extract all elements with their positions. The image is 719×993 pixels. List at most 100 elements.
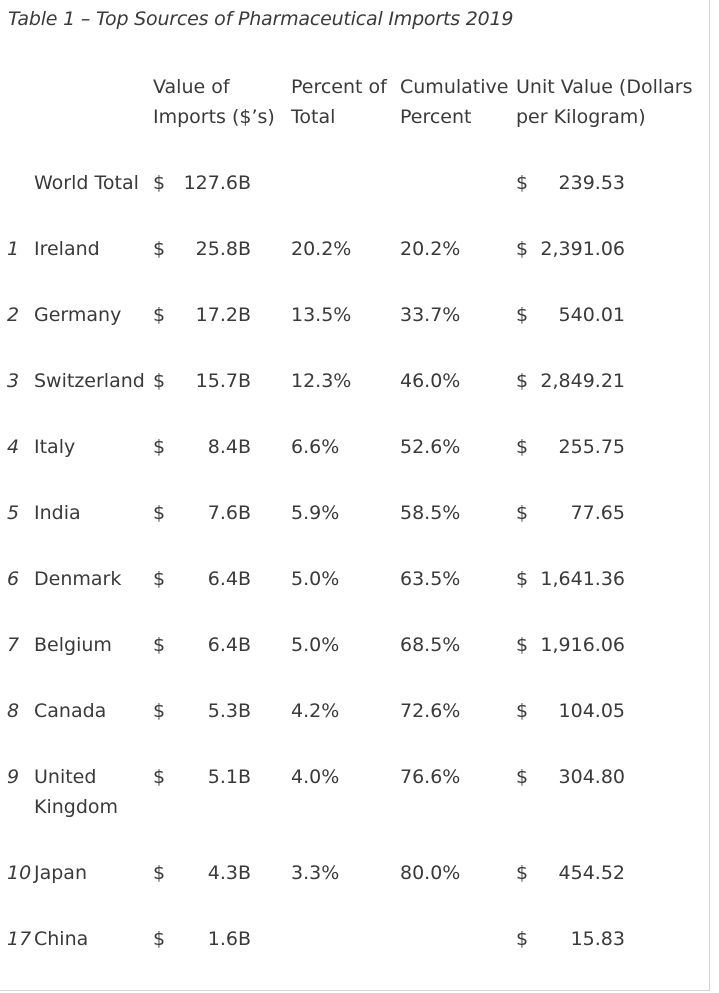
- value-cell: 5.3B: [207, 700, 251, 722]
- header-value-line2: Imports ($’s): [153, 106, 275, 128]
- country-cell: India: [34, 502, 81, 524]
- currency-cell: $: [153, 862, 166, 884]
- unit-currency-cell: $: [516, 172, 529, 194]
- country-cell: Italy: [34, 436, 76, 458]
- rank-cell: 1: [7, 238, 20, 260]
- unit-currency-cell: $: [516, 502, 529, 524]
- table-row: 3 Switzerland $ 15.7B 12.3% 46.0% $ 2,84…: [0, 366, 709, 396]
- country-cell: Denmark: [34, 568, 122, 590]
- table-caption: Table 1 – Top Sources of Pharmaceutical …: [8, 8, 514, 30]
- cumulative-cell: 63.5%: [400, 568, 461, 590]
- value-cell: 6.4B: [207, 634, 251, 656]
- header-percent: Percent of Total: [291, 72, 387, 132]
- currency-cell: $: [153, 436, 166, 458]
- value-cell: 25.8B: [195, 238, 251, 260]
- unit-value-cell: 1,641.36: [540, 568, 625, 590]
- unit-value-cell: 2,849.21: [540, 370, 625, 392]
- unit-value-cell: 255.75: [558, 436, 625, 458]
- unit-value-cell: 304.80: [558, 766, 625, 788]
- cumulative-cell: 46.0%: [400, 370, 461, 392]
- percent-cell: 4.0%: [291, 766, 340, 788]
- cumulative-cell: 52.6%: [400, 436, 461, 458]
- header-unit-value: Unit Value (Dollars per Kilogram): [516, 72, 693, 132]
- unit-currency-cell: $: [516, 304, 529, 326]
- currency-cell: $: [153, 502, 166, 524]
- header-unit-line2: per Kilogram): [516, 106, 646, 128]
- unit-currency-cell: $: [516, 370, 529, 392]
- header-cumulative-line2: Percent: [400, 106, 472, 128]
- value-cell: 5.1B: [207, 766, 251, 788]
- country-cell: Switzerland: [34, 370, 145, 392]
- country-cell: Belgium: [34, 634, 112, 656]
- rank-cell: 6: [7, 568, 20, 590]
- value-cell: 17.2B: [195, 304, 251, 326]
- country-cell: Germany: [34, 304, 122, 326]
- unit-value-cell: 454.52: [558, 862, 625, 884]
- unit-value-cell: 239.53: [558, 172, 625, 194]
- percent-cell: 5.9%: [291, 502, 340, 524]
- rank-cell: 2: [7, 304, 20, 326]
- rank-cell: 8: [7, 700, 20, 722]
- unit-currency-cell: $: [516, 862, 529, 884]
- value-cell: 1.6B: [207, 928, 251, 950]
- cumulative-cell: 20.2%: [400, 238, 461, 260]
- country-cell: Canada: [34, 700, 107, 722]
- table-row: 9 United Kingdom $ 5.1B 4.0% 76.6% $ 304…: [0, 762, 709, 822]
- unit-currency-cell: $: [516, 568, 529, 590]
- unit-currency-cell: $: [516, 700, 529, 722]
- unit-value-cell: 77.65: [570, 502, 625, 524]
- unit-currency-cell: $: [516, 928, 529, 950]
- table-row: World Total $ 127.6B $ 239.53: [0, 168, 709, 198]
- cumulative-cell: 72.6%: [400, 700, 461, 722]
- currency-cell: $: [153, 634, 166, 656]
- country-cell: United: [34, 766, 97, 788]
- rank-cell: 3: [7, 370, 20, 392]
- unit-value-cell: 15.83: [570, 928, 625, 950]
- cumulative-cell: 80.0%: [400, 862, 461, 884]
- country-cell: Japan: [34, 862, 87, 884]
- country-cell: Ireland: [34, 238, 100, 260]
- currency-cell: $: [153, 700, 166, 722]
- rank-cell: 10: [7, 862, 32, 884]
- value-cell: 4.3B: [207, 862, 251, 884]
- header-cumulative-line1: Cumulative: [400, 76, 509, 98]
- percent-cell: 3.3%: [291, 862, 340, 884]
- table-row: 5 India $ 7.6B 5.9% 58.5% $ 77.65: [0, 498, 709, 528]
- currency-cell: $: [153, 766, 166, 788]
- country-cell: China: [34, 928, 89, 950]
- unit-value-cell: 540.01: [558, 304, 625, 326]
- cumulative-cell: 68.5%: [400, 634, 461, 656]
- currency-cell: $: [153, 238, 166, 260]
- country-cell-line2: Kingdom: [34, 796, 119, 818]
- currency-cell: $: [153, 172, 166, 194]
- percent-cell: 5.0%: [291, 634, 340, 656]
- unit-currency-cell: $: [516, 238, 529, 260]
- percent-cell: 4.2%: [291, 700, 340, 722]
- percent-cell: 5.0%: [291, 568, 340, 590]
- unit-value-cell: 1,916.06: [540, 634, 625, 656]
- header-percent-line1: Percent of: [291, 76, 387, 98]
- unit-value-cell: 2,391.06: [540, 238, 625, 260]
- unit-value-cell: 104.05: [558, 700, 625, 722]
- unit-currency-cell: $: [516, 766, 529, 788]
- currency-cell: $: [153, 370, 166, 392]
- value-cell: 8.4B: [207, 436, 251, 458]
- currency-cell: $: [153, 568, 166, 590]
- percent-cell: 6.6%: [291, 436, 340, 458]
- cumulative-cell: 58.5%: [400, 502, 461, 524]
- header-value: Value of Imports ($’s): [153, 72, 275, 132]
- header-unit-line1: Unit Value (Dollars: [516, 76, 693, 98]
- header-value-line1: Value of: [153, 76, 230, 98]
- table-row: 6 Denmark $ 6.4B 5.0% 63.5% $ 1,641.36: [0, 564, 709, 594]
- table-row: 4 Italy $ 8.4B 6.6% 52.6% $ 255.75: [0, 432, 709, 462]
- table-row: 1 Ireland $ 25.8B 20.2% 20.2% $ 2,391.06: [0, 234, 709, 264]
- table-row: 7 Belgium $ 6.4B 5.0% 68.5% $ 1,916.06: [0, 630, 709, 660]
- header-percent-line2: Total: [291, 106, 336, 128]
- table-row: 17 China $ 1.6B $ 15.83: [0, 924, 709, 954]
- table-row: 8 Canada $ 5.3B 4.2% 72.6% $ 104.05: [0, 696, 709, 726]
- rank-cell: 7: [7, 634, 20, 656]
- rank-cell: 17: [7, 928, 32, 950]
- percent-cell: 13.5%: [291, 304, 352, 326]
- rank-cell: 9: [7, 766, 20, 788]
